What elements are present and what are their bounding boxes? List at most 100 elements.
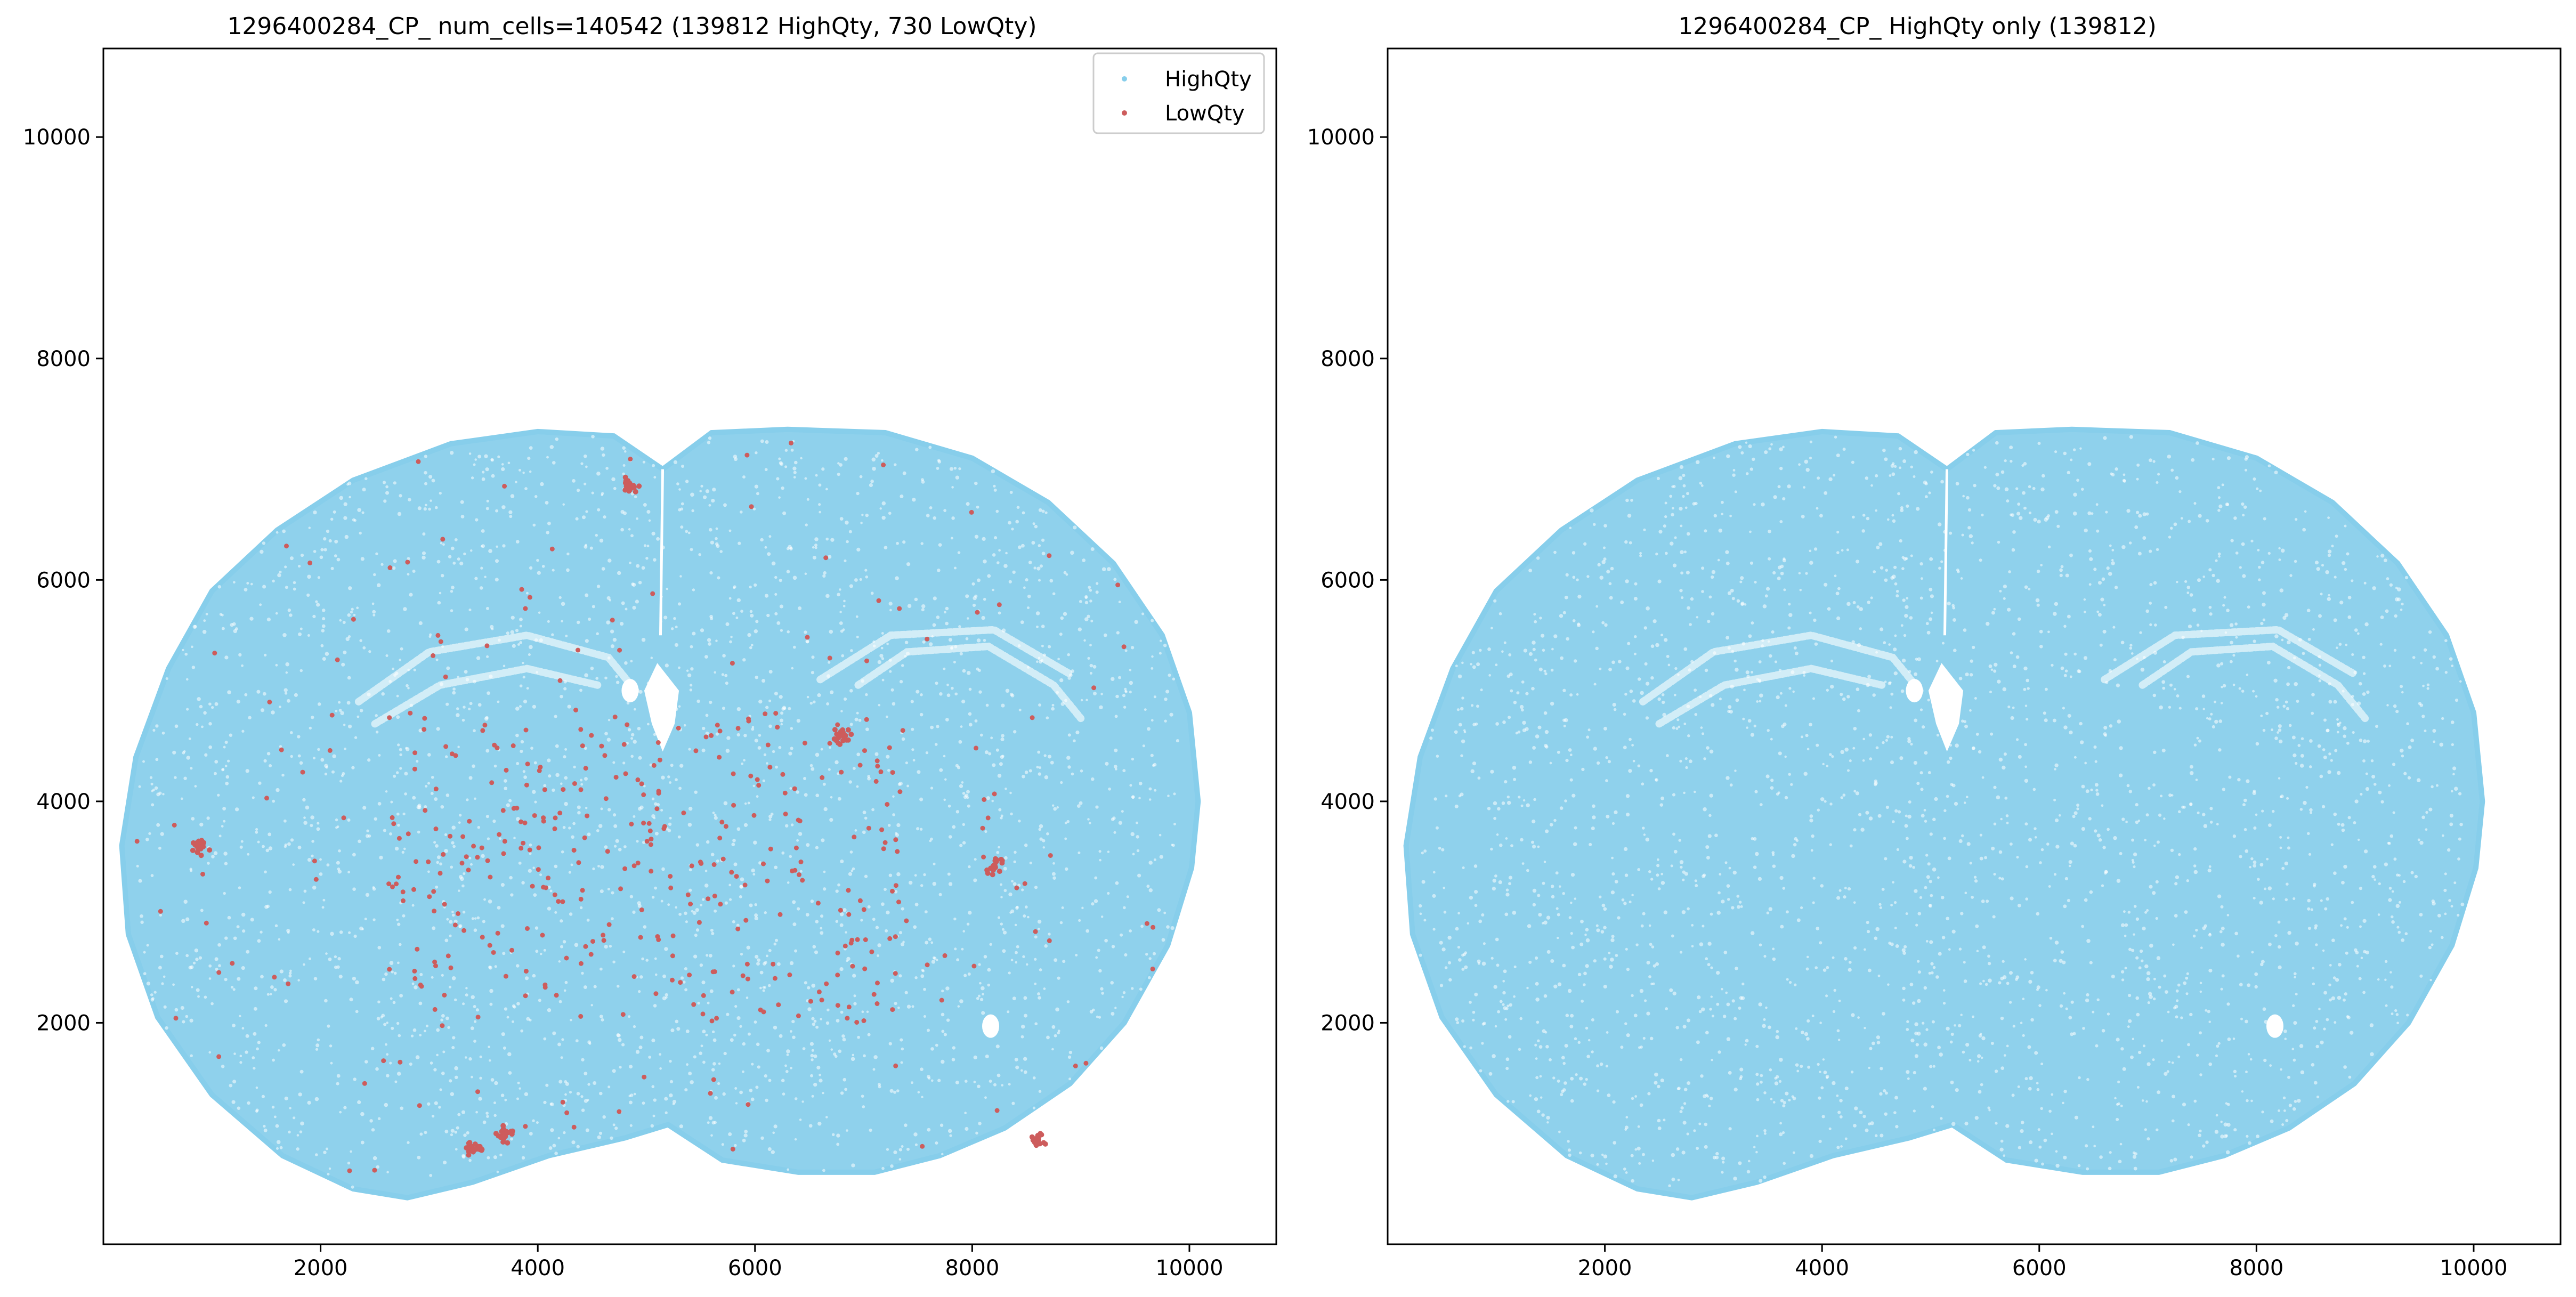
lowqty-point	[942, 953, 947, 958]
lowqty-point	[773, 711, 779, 716]
tissue-hole	[2266, 1014, 2284, 1038]
lowqty-point	[467, 818, 472, 824]
lowqty-point	[775, 725, 780, 730]
lowqty-point	[1115, 582, 1121, 588]
lowqty-point	[523, 606, 528, 611]
lowqty-point	[197, 842, 202, 848]
lowqty-point	[509, 1128, 515, 1134]
lowqty-point	[885, 802, 890, 807]
lowqty-point	[431, 889, 436, 894]
lowqty-point	[617, 647, 622, 653]
lowqty-point	[827, 741, 832, 746]
lowqty-point	[855, 937, 860, 942]
lowqty-point	[691, 1002, 696, 1007]
lowqty-point	[464, 1145, 469, 1151]
lowqty-point	[583, 766, 588, 771]
lowqty-point	[703, 734, 709, 740]
lowqty-point	[190, 847, 196, 853]
lowqty-point	[878, 769, 884, 774]
lowqty-point	[603, 796, 609, 801]
lowqty-point	[542, 787, 547, 792]
lowqty-point	[997, 869, 1002, 874]
lowqty-point	[755, 777, 760, 782]
lowqty-point	[688, 902, 693, 906]
lowqty-point	[411, 887, 416, 892]
tissue-band	[2101, 626, 2358, 684]
legend-marker-highqty	[1122, 76, 1127, 82]
lowqty-point	[893, 883, 898, 888]
lowqty-point	[472, 1141, 478, 1147]
lowqty-point	[207, 847, 213, 853]
lowqty-point	[670, 953, 675, 959]
y-tick-label: 6000	[1321, 568, 1375, 593]
lowqty-point	[668, 874, 673, 879]
lowqty-point	[838, 907, 843, 913]
lowqty-point	[134, 839, 140, 844]
lowqty-point	[540, 933, 545, 938]
lowqty-point	[861, 1018, 866, 1023]
lowqty-point	[477, 1147, 483, 1153]
lowqty-point	[696, 920, 702, 925]
lowqty-points	[134, 440, 1156, 1173]
lowqty-point	[552, 826, 557, 831]
lowqty-point	[653, 991, 659, 996]
lowqty-point	[573, 708, 578, 712]
lowqty-point	[1151, 925, 1156, 930]
lowqty-point	[1047, 553, 1052, 558]
right-scatter-panel: 1296400284_CP_ HighQty only (139812) 200…	[1307, 13, 2562, 1280]
lowqty-point	[469, 1147, 475, 1153]
lowqty-point	[466, 1152, 472, 1158]
lowqty-point	[997, 602, 1002, 607]
lowqty-point	[990, 865, 995, 871]
lowqty-point	[482, 723, 488, 728]
lowqty-point	[585, 813, 590, 818]
legend-label-highqty: HighQty	[1165, 67, 1252, 92]
lowqty-point	[216, 1054, 222, 1059]
lowqty-point	[985, 815, 991, 821]
lowqty-point	[887, 936, 893, 941]
lowqty-point	[998, 856, 1004, 862]
lowqty-point	[890, 770, 895, 775]
lowqty-point	[546, 876, 551, 881]
lowqty-point	[820, 775, 825, 780]
lowqty-point	[527, 595, 532, 600]
lowqty-point	[212, 651, 217, 656]
lowqty-point	[864, 658, 869, 663]
lowqty-point	[881, 463, 886, 467]
lowqty-point	[849, 937, 855, 943]
lowqty-point	[866, 825, 871, 831]
lowqty-point	[622, 480, 628, 486]
lowqty-point	[854, 1020, 860, 1025]
lowqty-point	[845, 727, 851, 733]
lowqty-point	[730, 661, 735, 666]
lowqty-point	[590, 939, 595, 944]
lowqty-point	[500, 1139, 506, 1145]
lowqty-point	[440, 1023, 445, 1028]
lowqty-point	[881, 846, 886, 852]
lowqty-point	[487, 943, 492, 948]
lowqty-point	[578, 896, 584, 902]
lowqty-point	[433, 826, 439, 831]
lowqty-point	[542, 982, 548, 987]
lowqty-point	[475, 1089, 480, 1095]
lowqty-point	[765, 742, 771, 748]
lowqty-point	[780, 772, 785, 777]
lowqty-point	[925, 636, 930, 642]
lowqty-point	[264, 796, 269, 801]
lowqty-point	[765, 878, 770, 883]
lowqty-point	[744, 452, 750, 458]
lowqty-point	[644, 839, 650, 844]
lowqty-point	[693, 748, 699, 753]
lowqty-point	[1091, 685, 1097, 691]
lowqty-point	[435, 633, 441, 638]
lowqty-point	[453, 753, 458, 758]
lowqty-point	[641, 792, 646, 797]
lowqty-point	[362, 1081, 367, 1086]
midline-fissure	[1943, 469, 1949, 636]
lowqty-point	[846, 912, 852, 917]
lowqty-point	[606, 922, 612, 927]
lowqty-point	[647, 828, 653, 833]
lowqty-point	[873, 779, 879, 784]
lowqty-point	[398, 1059, 403, 1065]
